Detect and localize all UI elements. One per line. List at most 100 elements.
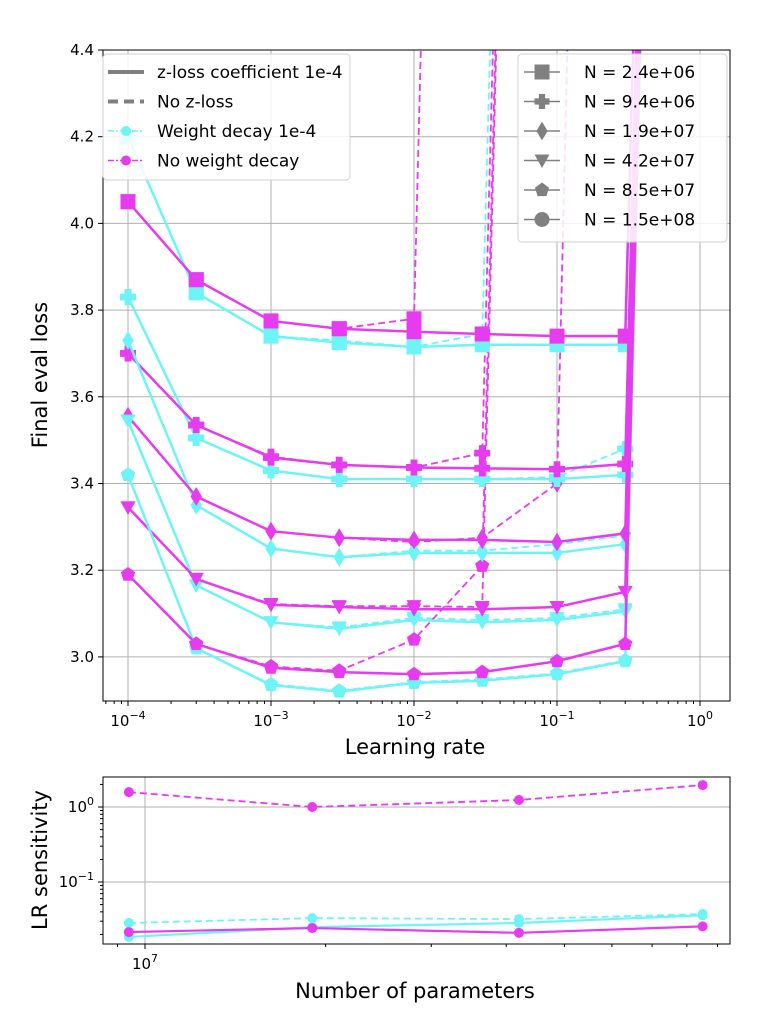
data-point-square	[188, 285, 204, 301]
data-point-pentagon	[549, 666, 565, 681]
series-line	[127, 50, 569, 543]
series-line	[128, 925, 703, 934]
data-point-pentagon	[475, 558, 490, 572]
data-point-diamond	[408, 530, 420, 550]
sensitivity-y-axis-label: LR sensitivity	[28, 790, 52, 930]
data-point-diamond	[265, 539, 277, 558]
data-point-square	[263, 313, 279, 329]
data-point-circle	[307, 913, 318, 924]
y-tick-label: 4.0	[70, 214, 94, 232]
data-point-plus	[188, 416, 205, 433]
data-point-triangle-down	[549, 601, 565, 615]
data-point-triangle-down	[331, 622, 347, 637]
data-point-triangle-down	[331, 601, 347, 615]
data-point-plus	[120, 289, 136, 306]
legend-label: N = 1.9e+07	[584, 122, 695, 142]
legend-marker-circle	[121, 126, 131, 136]
data-point-diamond	[476, 543, 488, 563]
data-point-triangle-down	[120, 414, 136, 429]
series-line	[128, 914, 703, 939]
legend-marker-square	[534, 64, 550, 80]
data-point-triangle-down	[549, 614, 565, 628]
data-point-square	[188, 272, 204, 288]
sensitivity-grid	[103, 777, 730, 944]
data-point-diamond	[265, 521, 277, 541]
y-tick-label: 3.0	[70, 648, 94, 666]
data-point-pentagon	[332, 684, 347, 698]
legend-label: N = 4.2e+07	[584, 152, 695, 172]
data-point-square	[406, 339, 422, 355]
data-point-diamond	[476, 530, 488, 550]
data-point-triangle-down	[617, 585, 633, 600]
data-point-plus	[474, 460, 491, 477]
legend-model-sizes: N = 2.4e+06 N = 9.4e+06 N = 1.9e+07 N = 4.2…	[517, 53, 728, 243]
data-point-pentagon	[332, 664, 347, 679]
data-point-square	[120, 194, 136, 210]
data-point-diamond	[551, 543, 563, 563]
data-point-plus	[474, 471, 491, 488]
data-point-pentagon	[120, 567, 136, 581]
main-plot-series	[120, 50, 642, 698]
data-point-diamond	[551, 532, 563, 552]
y-tick-label: 3.8	[70, 301, 94, 319]
legend-marker-triangle-down	[534, 154, 550, 168]
y-tick-label: 3.6	[70, 388, 94, 406]
data-point-circle	[697, 921, 708, 932]
legend-box	[102, 53, 351, 181]
series-line	[127, 50, 637, 481]
sensitivity-x-axis-label: Number of parameters	[295, 979, 535, 1003]
legend-label: N = 8.5e+07	[584, 181, 695, 201]
x-tick-label: 100	[687, 709, 713, 730]
data-point-diamond	[333, 547, 345, 567]
data-point-square	[263, 328, 279, 344]
y-tick-label: 4.4	[70, 41, 94, 59]
series-line	[128, 913, 703, 924]
data-point-pentagon	[263, 660, 279, 674]
legend-label: N = 1.5e+08	[584, 211, 695, 231]
data-point-square	[406, 324, 422, 340]
legend-marker-pentagon	[534, 182, 550, 197]
data-point-circle	[123, 787, 134, 798]
legend-label: z-loss coefficient 1e-4	[157, 63, 343, 83]
legend-marker-circle	[121, 155, 131, 166]
data-point-pentagon	[618, 653, 633, 668]
data-point-plus	[120, 345, 136, 362]
main-y-axis-label: Final eval loss	[28, 302, 52, 448]
data-point-plus	[474, 445, 491, 462]
data-point-triangle-down	[263, 598, 279, 613]
data-point-plus	[263, 449, 280, 466]
x-tick-label: 107	[132, 952, 158, 973]
legend-marker-circle	[534, 212, 550, 228]
data-point-pentagon	[406, 666, 422, 681]
sensitivity-axes-frame	[102, 776, 731, 945]
series-line	[127, 50, 641, 629]
data-point-square	[406, 311, 422, 327]
main-x-axis-label: Learning rate	[345, 735, 486, 759]
data-point-circle	[697, 910, 708, 921]
y-tick-label: 10−1	[59, 870, 94, 891]
data-point-plus	[188, 429, 205, 446]
data-point-square	[549, 328, 565, 344]
data-point-pentagon	[475, 664, 490, 679]
data-point-pentagon	[549, 653, 565, 668]
data-point-triangle-down	[474, 603, 490, 617]
legend-label: No z-loss	[157, 93, 234, 113]
data-point-diamond	[190, 487, 202, 506]
data-point-circle	[513, 918, 524, 929]
data-point-triangle-down	[474, 616, 490, 630]
data-point-pentagon	[120, 467, 136, 481]
data-point-diamond	[408, 543, 420, 563]
data-point-plus	[331, 471, 348, 488]
data-point-plus	[549, 461, 565, 478]
data-point-circle	[123, 918, 134, 929]
x-tick-label: 10−2	[396, 709, 431, 730]
data-point-triangle-down	[188, 572, 204, 587]
data-point-triangle-down	[406, 614, 422, 628]
data-point-plus	[263, 462, 280, 479]
data-point-pentagon	[618, 636, 633, 650]
x-tick-label: 10−1	[539, 709, 574, 730]
data-point-plus	[406, 471, 423, 488]
legend-marker-plus	[534, 94, 550, 109]
legend-line-styles: z-loss coefficient 1e-4 No z-loss Weight d…	[102, 53, 351, 181]
